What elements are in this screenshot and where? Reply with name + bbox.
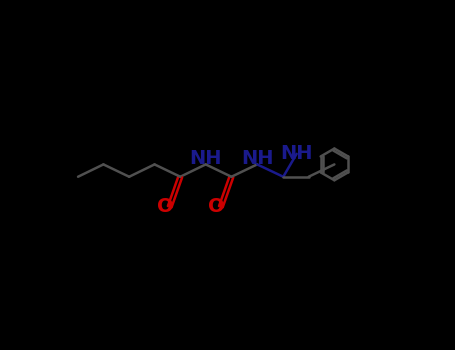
Text: O: O [157, 197, 174, 216]
Text: NH: NH [189, 148, 222, 168]
Text: NH: NH [280, 144, 313, 163]
Text: O: O [208, 197, 225, 216]
Text: NH: NH [241, 148, 273, 168]
